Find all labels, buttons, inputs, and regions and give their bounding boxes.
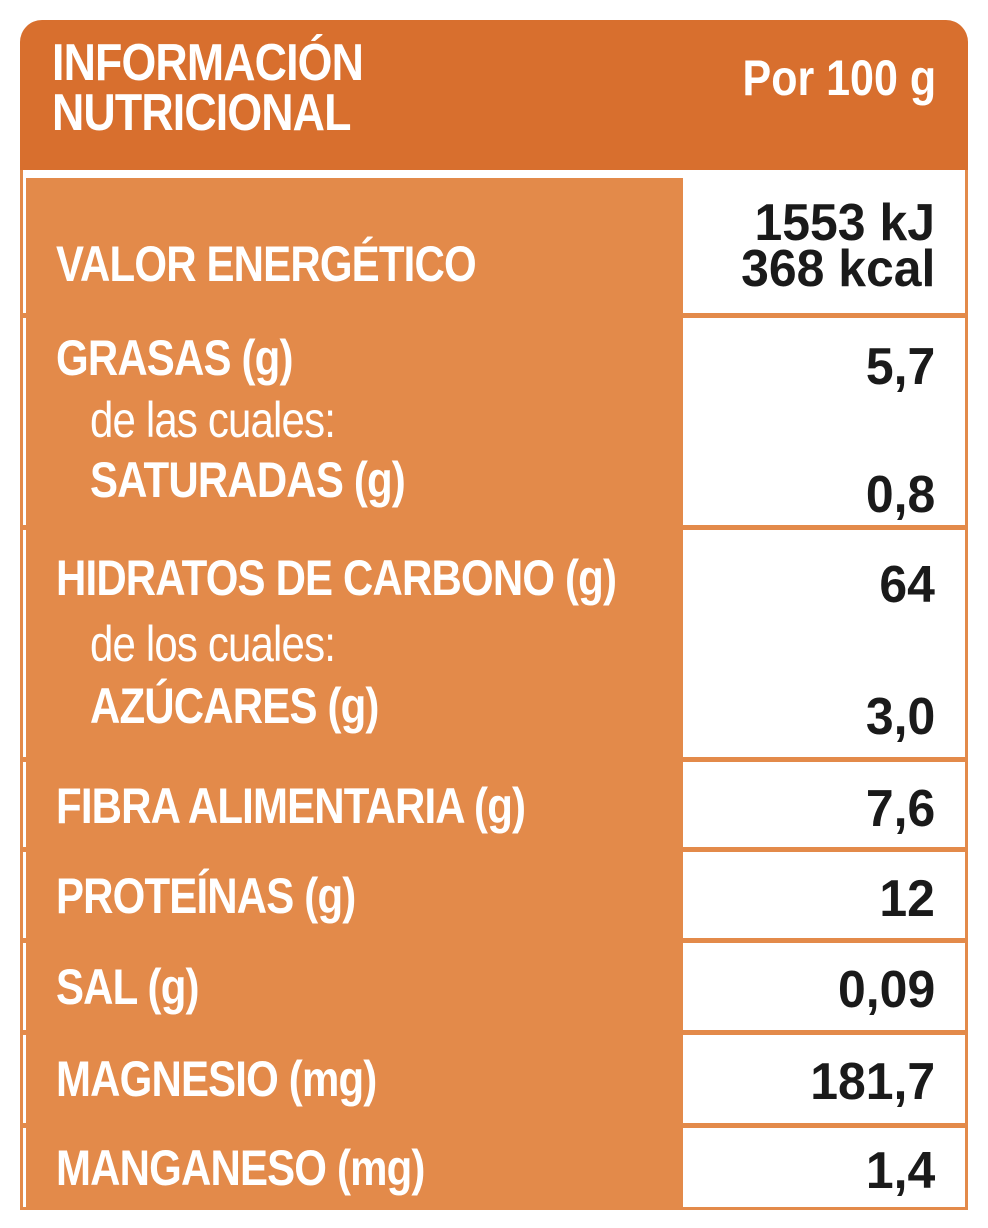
fiber-row: FIBRA ALIMENTARIA (g) 7,6: [23, 762, 965, 847]
energy-kcal-value: 368 kcal: [740, 240, 935, 298]
nutrition-header: INFORMACIÓN NUTRICIONAL Por 100 g: [20, 20, 968, 170]
serving-basis: Por 100 g: [742, 50, 936, 106]
energy-kj-value: 1553 kJ: [754, 194, 935, 252]
salt-label: SAL (g): [56, 959, 200, 1015]
magnesium-label: MAGNESIO (mg): [56, 1051, 377, 1107]
magnesium-row: MAGNESIO (mg) 181,7: [23, 1035, 965, 1123]
carbs-sub-intro: de los cuales:: [90, 616, 336, 672]
row-divider: [23, 1123, 965, 1128]
salt-value: 0,09: [837, 961, 935, 1019]
fat-row: GRASAS (g) de las cuales: SATURADAS (g) …: [23, 318, 965, 525]
nutrition-table: VALOR ENERGÉTICO 1553 kJ 368 kcal GRASAS…: [20, 170, 968, 1210]
sugars-label: AZÚCARES (g): [90, 678, 379, 734]
energy-row: VALOR ENERGÉTICO 1553 kJ 368 kcal: [23, 178, 965, 313]
fiber-value: 7,6: [865, 780, 935, 838]
row-divider: [23, 525, 965, 530]
energy-label: VALOR ENERGÉTICO: [56, 236, 477, 292]
row-divider: [23, 313, 965, 318]
protein-row: PROTEÍNAS (g) 12: [23, 852, 965, 938]
fat-label: GRASAS (g): [56, 330, 293, 386]
salt-row: SAL (g) 0,09: [23, 943, 965, 1030]
fat-sub-intro: de las cuales:: [90, 392, 336, 448]
saturated-value: 0,8: [865, 466, 935, 524]
nutrition-title: INFORMACIÓN NUTRICIONAL: [52, 34, 364, 142]
sugars-value: 3,0: [865, 688, 935, 746]
protein-value: 12: [879, 870, 935, 928]
carbs-row: HIDRATOS DE CARBONO (g) de los cuales: A…: [23, 530, 965, 757]
fiber-label: FIBRA ALIMENTARIA (g): [56, 778, 526, 834]
row-divider: [23, 757, 965, 762]
row-divider: [23, 847, 965, 852]
magnesium-value: 181,7: [810, 1053, 935, 1111]
manganese-label: MANGANESO (mg): [56, 1140, 425, 1196]
manganese-value: 1,4: [865, 1142, 935, 1200]
carbs-label: HIDRATOS DE CARBONO (g): [56, 550, 617, 606]
protein-label: PROTEÍNAS (g): [56, 868, 356, 924]
row-divider: [23, 1030, 965, 1035]
row-divider: [23, 938, 965, 943]
nutrition-label: INFORMACIÓN NUTRICIONAL Por 100 g VALOR …: [20, 20, 968, 1210]
fat-value: 5,7: [865, 338, 935, 396]
saturated-label: SATURADAS (g): [90, 452, 406, 508]
carbs-value: 64: [879, 556, 935, 614]
manganese-row: MANGANESO (mg) 1,4: [23, 1128, 965, 1207]
